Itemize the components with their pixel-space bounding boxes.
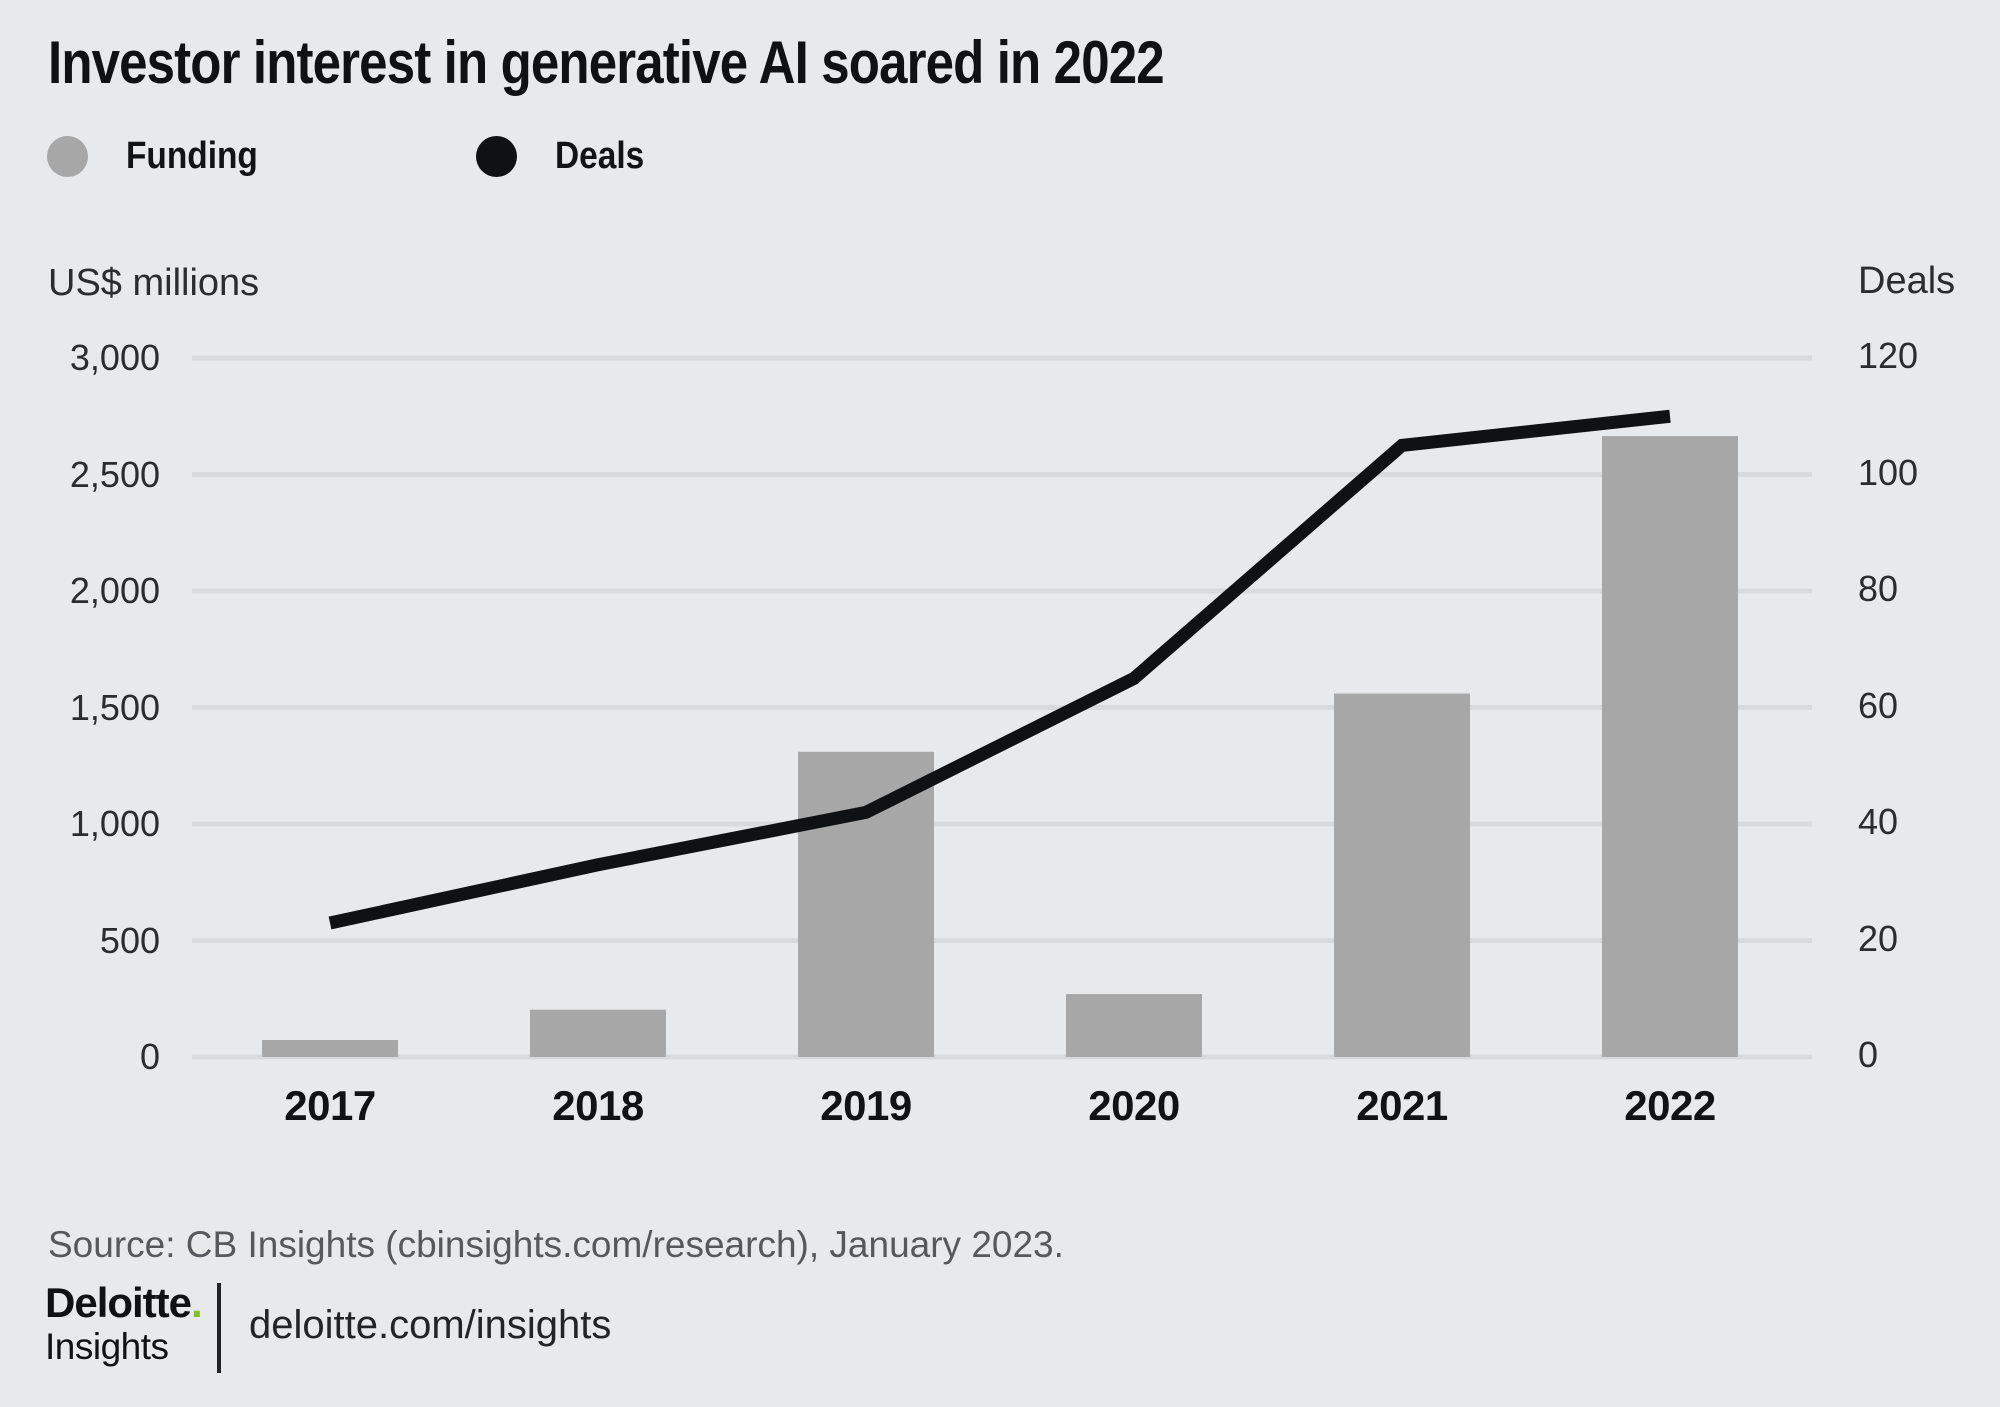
source-note: Source: CB Insights (cbinsights.com/rese…	[48, 1224, 1064, 1265]
legend: Funding Deals	[47, 135, 656, 178]
legend-label-funding: Funding	[126, 135, 258, 177]
left-axis-title: US$ millions	[48, 262, 260, 304]
footer-divider	[217, 1283, 221, 1373]
deals-line	[328, 409, 1671, 930]
x-axis-label-2017: 2017	[284, 1082, 376, 1129]
funding-legend-dot-icon	[47, 136, 88, 177]
left-axis-tick: 3,000	[69, 337, 160, 378]
left-axis-tick: 1,000	[69, 803, 160, 844]
deloitte-green-dot-icon: .	[191, 1279, 203, 1326]
legend-label-deals: Deals	[554, 135, 645, 177]
legend-item-funding: Funding	[47, 135, 276, 178]
deloitte-wordmark-text: Deloitte	[45, 1279, 192, 1326]
footer: Deloitte. Insights deloitte.com/insights	[45, 1279, 611, 1373]
left-axis-tick: 500	[99, 919, 160, 961]
deloitte-wordmark: Deloitte.	[45, 1279, 203, 1326]
funding-bar-2022	[1602, 436, 1738, 1057]
right-axis-tick: 80	[1858, 568, 1899, 609]
funding-bar-2021	[1334, 693, 1470, 1057]
left-axis-tick: 1,500	[69, 686, 160, 728]
x-axis-label-2019: 2019	[820, 1082, 912, 1129]
right-axis-tick: 0	[1858, 1034, 1879, 1075]
funding-bar-2018	[530, 1009, 666, 1057]
x-axis-label-2021: 2021	[1356, 1082, 1448, 1129]
right-axis-tick: 60	[1858, 684, 1899, 726]
deals-legend-dot-icon	[475, 136, 517, 177]
right-axis-tick: 100	[1858, 451, 1919, 493]
right-axis-tick: 120	[1858, 335, 1919, 376]
funding-bar-2017	[262, 1039, 398, 1057]
funding-bar-2019	[798, 751, 934, 1057]
chart-title: Investor interest in generative AI soare…	[48, 29, 1165, 96]
legend-item-deals: Deals	[475, 135, 656, 178]
left-axis-tick: 0	[139, 1036, 160, 1077]
insights-wordmark: Insights	[45, 1326, 169, 1367]
left-axis-tick: 2,000	[69, 570, 160, 611]
funding-bar-2020	[1066, 994, 1202, 1057]
deloitte-logo: Deloitte. Insights	[45, 1279, 203, 1367]
x-axis-label-2018: 2018	[552, 1082, 644, 1129]
x-axis-label-2020: 2020	[1088, 1082, 1180, 1129]
x-axis-label-2022: 2022	[1624, 1082, 1716, 1129]
footer-url: deloitte.com/insights	[249, 1303, 612, 1347]
right-axis-tick: 20	[1858, 917, 1899, 959]
right-axis-title: Deals	[1858, 260, 1956, 302]
left-axis-tick: 2,500	[69, 453, 160, 495]
right-axis-tick: 40	[1858, 801, 1899, 842]
